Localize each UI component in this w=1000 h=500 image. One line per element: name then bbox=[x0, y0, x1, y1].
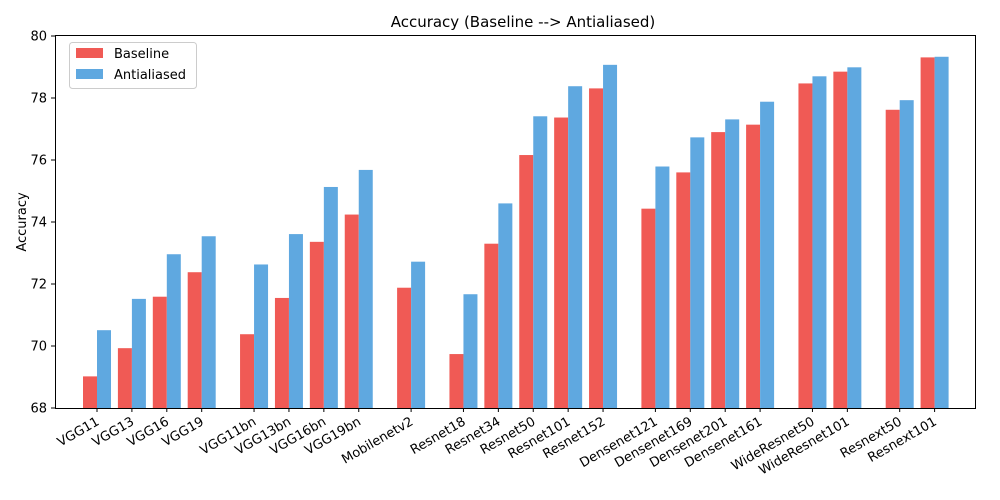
bar-antialiased-wideresnet50 bbox=[812, 76, 827, 409]
bar-antialiased-vgg13bn bbox=[288, 234, 303, 408]
bars bbox=[83, 56, 949, 409]
bar-antialiased-resnext101 bbox=[934, 56, 949, 409]
bar-antialiased-vgg11 bbox=[97, 330, 111, 408]
bar-baseline-mobilenetv2 bbox=[397, 287, 412, 408]
bar-antialiased-resnext50 bbox=[899, 100, 914, 409]
bar-baseline-resnet152 bbox=[589, 88, 604, 408]
y-axis-label: Accuracy bbox=[15, 192, 30, 252]
bar-baseline-vgg16bn bbox=[309, 241, 324, 408]
bar-baseline-vgg16 bbox=[152, 296, 167, 408]
y-axis-ticks: 68 70 72 74 76 78 80 bbox=[30, 30, 55, 417]
bar-antialiased-vgg11bn bbox=[254, 264, 269, 408]
bar-baseline-resnet18 bbox=[449, 354, 464, 408]
bar-antialiased-densenet169 bbox=[690, 137, 705, 408]
bar-baseline-vgg13bn bbox=[274, 297, 289, 408]
bar-antialiased-resnet18 bbox=[463, 294, 478, 408]
bar-antialiased-resnet152 bbox=[603, 64, 618, 408]
bar-baseline-densenet201 bbox=[711, 132, 726, 408]
legend-label-baseline: Baseline bbox=[114, 47, 169, 62]
bar-baseline-vgg11 bbox=[83, 376, 97, 408]
legend-swatch-antialiased bbox=[76, 69, 103, 79]
bar-antialiased-vgg16 bbox=[166, 254, 181, 408]
bar-baseline-resnet34 bbox=[484, 243, 499, 408]
legend-swatch-baseline bbox=[76, 48, 103, 58]
bar-antialiased-densenet161 bbox=[760, 101, 775, 408]
plot-frame bbox=[55, 35, 976, 409]
bar-baseline-densenet121 bbox=[641, 208, 656, 408]
y-tick-label: 70 bbox=[30, 340, 47, 355]
chart-title: Accuracy (Baseline --> Antialiased) bbox=[391, 13, 656, 31]
legend-label-antialiased: Antialiased bbox=[114, 68, 186, 83]
x-axis-ticks: VGG11VGG13VGG16VGG19VGG11bnVGG13bnVGG16b… bbox=[55, 408, 940, 478]
bar-baseline-densenet169 bbox=[676, 172, 691, 408]
bar-antialiased-resnet34 bbox=[498, 203, 513, 408]
bar-baseline-vgg11bn bbox=[240, 334, 255, 408]
bar-antialiased-resnet101 bbox=[568, 86, 583, 408]
y-tick-label: 72 bbox=[30, 278, 47, 293]
bar-baseline-resnet101 bbox=[554, 117, 569, 408]
bar-antialiased-vgg19 bbox=[201, 236, 216, 408]
bar-antialiased-vgg16bn bbox=[323, 186, 338, 408]
bar-baseline-densenet161 bbox=[746, 124, 761, 408]
bar-baseline-resnet50 bbox=[519, 155, 534, 408]
bar-antialiased-densenet201 bbox=[725, 119, 740, 408]
bar-baseline-resnext101 bbox=[920, 57, 935, 408]
bar-baseline-vgg19 bbox=[187, 272, 202, 408]
bar-antialiased-wideresnet101 bbox=[847, 67, 862, 408]
bar-baseline-wideresnet50 bbox=[798, 83, 813, 409]
y-tick-label: 78 bbox=[30, 92, 47, 107]
bar-antialiased-mobilenetv2 bbox=[411, 261, 426, 408]
bar-antialiased-vgg13 bbox=[131, 298, 146, 408]
y-tick-label: 68 bbox=[30, 402, 47, 417]
y-tick-label: 76 bbox=[30, 154, 47, 169]
legend: Baseline Antialiased bbox=[69, 42, 197, 89]
bar-baseline-vgg13 bbox=[117, 348, 132, 408]
bar-antialiased-vgg19bn bbox=[358, 169, 373, 408]
bar-baseline-vgg19bn bbox=[344, 214, 359, 408]
y-tick-label: 74 bbox=[30, 216, 47, 231]
bar-baseline-resnext50 bbox=[885, 109, 900, 408]
bar-baseline-wideresnet101 bbox=[833, 71, 848, 409]
bar-antialiased-densenet121 bbox=[655, 166, 670, 408]
bar-antialiased-resnet50 bbox=[533, 116, 548, 408]
y-tick-label: 80 bbox=[30, 30, 47, 45]
